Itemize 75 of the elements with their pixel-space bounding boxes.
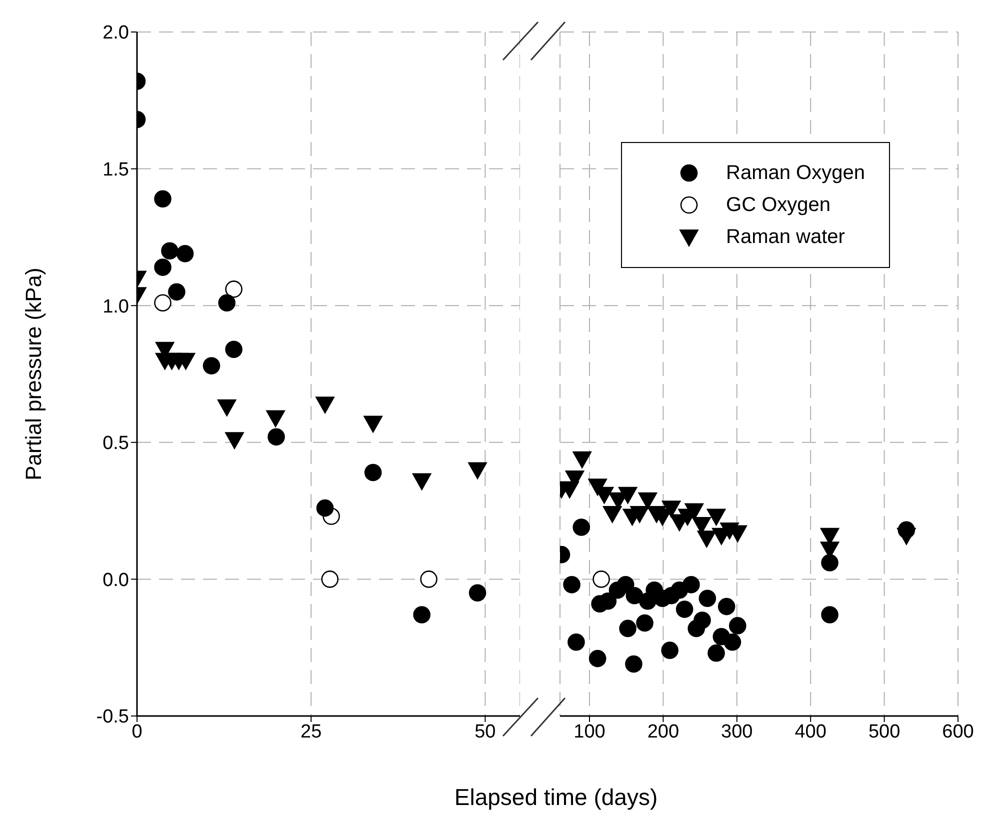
point	[618, 486, 638, 504]
point	[616, 576, 634, 594]
point	[364, 464, 382, 482]
legend-label: Raman Oxygen	[726, 162, 865, 184]
point	[619, 620, 636, 638]
point	[626, 586, 644, 604]
point	[568, 633, 585, 651]
point	[413, 606, 430, 624]
point	[154, 294, 172, 312]
point	[625, 655, 642, 673]
point	[706, 508, 726, 526]
y-tick-label: 1.5	[102, 160, 129, 181]
point	[168, 283, 186, 301]
point	[821, 606, 838, 624]
point	[321, 570, 339, 588]
point	[202, 357, 220, 374]
point	[821, 554, 838, 572]
point	[724, 633, 742, 651]
y-tick-label: 2.0	[102, 22, 129, 44]
x-tick-label: 500	[868, 721, 900, 742]
point	[266, 410, 286, 428]
point	[898, 521, 916, 539]
point	[176, 352, 196, 370]
point	[268, 428, 285, 446]
point	[698, 590, 716, 607]
point	[412, 473, 432, 490]
point	[154, 258, 172, 276]
x-tick-label: 300	[721, 721, 753, 742]
x-tick-label: 600	[942, 721, 974, 742]
x-tick-label: 25	[300, 721, 322, 742]
point	[217, 399, 236, 416]
y-tick-label: 0.5	[102, 433, 129, 454]
point	[468, 584, 486, 602]
point	[662, 500, 681, 518]
point	[161, 242, 178, 260]
point	[563, 576, 580, 594]
point	[572, 518, 590, 536]
point	[661, 642, 678, 659]
point	[176, 244, 194, 262]
point	[636, 614, 654, 632]
point	[316, 396, 335, 414]
point	[224, 432, 244, 450]
y-tick-label: -0.5	[96, 706, 129, 728]
point	[225, 340, 242, 358]
y-tick-label: 0.0	[102, 570, 129, 591]
point	[154, 190, 172, 208]
point	[420, 570, 438, 588]
point	[728, 617, 746, 634]
y-tick-label: 1.0	[102, 296, 129, 318]
point	[468, 462, 488, 480]
x-tick-label: 50	[474, 721, 496, 742]
x-tick-label: 400	[794, 721, 826, 742]
point	[592, 570, 610, 588]
point	[694, 612, 711, 629]
point	[697, 530, 716, 548]
point	[316, 499, 334, 517]
x-axis-title: Elapsed time (days)	[453, 784, 659, 811]
point	[682, 576, 700, 594]
legend-label: Raman water	[726, 226, 845, 248]
legend-label: GC Oxygen	[726, 194, 831, 216]
point	[638, 492, 658, 510]
point	[602, 506, 622, 524]
x-tick-label: 0	[132, 721, 142, 742]
point	[588, 650, 606, 668]
point	[364, 416, 383, 433]
point	[218, 294, 236, 312]
point	[572, 451, 592, 468]
point	[718, 598, 736, 616]
point	[676, 600, 694, 618]
y-axis-title: Partial pressure (kPa)	[20, 268, 46, 480]
point	[630, 506, 650, 524]
point	[708, 644, 725, 662]
point	[225, 280, 242, 298]
x-tick-label: 100	[574, 721, 606, 742]
x-tick-label: 200	[647, 721, 680, 742]
